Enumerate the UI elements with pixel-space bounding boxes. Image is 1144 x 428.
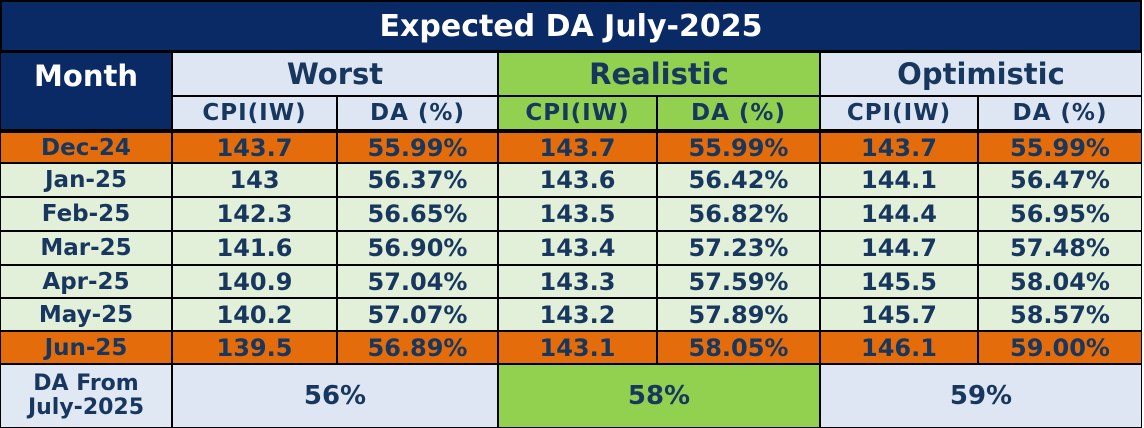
cpi-header: CPI(IW) bbox=[820, 96, 978, 130]
cpi-value: 143.7 bbox=[498, 130, 657, 163]
footer-label: DA From July-2025 bbox=[0, 364, 172, 428]
da-value: 55.99% bbox=[978, 130, 1142, 163]
da-header: DA (%) bbox=[978, 96, 1142, 130]
da-value: 55.99% bbox=[337, 130, 498, 163]
cpi-value: 143.7 bbox=[820, 130, 978, 163]
da-value: 58.57% bbox=[978, 298, 1142, 331]
da-header: DA (%) bbox=[337, 96, 498, 130]
cpi-value: 144.1 bbox=[820, 163, 978, 197]
cpi-value: 143.1 bbox=[498, 331, 657, 364]
cpi-value: 143 bbox=[172, 163, 337, 197]
cpi-value: 143.6 bbox=[498, 163, 657, 197]
cpi-value: 143.3 bbox=[498, 265, 657, 298]
scenario-header-realistic: Realistic bbox=[498, 52, 820, 96]
footer-label-line1: DA From bbox=[33, 370, 139, 396]
cpi-value: 145.7 bbox=[820, 298, 978, 331]
cpi-value: 143.7 bbox=[172, 130, 337, 163]
cpi-value: 145.5 bbox=[820, 265, 978, 298]
cpi-value: 144.4 bbox=[820, 197, 978, 231]
expected-da-optimistic: 59% bbox=[820, 364, 1142, 428]
scenario-header-worst: Worst bbox=[172, 52, 498, 96]
row-month: Jan-25 bbox=[0, 163, 172, 197]
footer-label-line2: July-2025 bbox=[27, 395, 145, 420]
da-value: 57.23% bbox=[657, 231, 820, 265]
cpi-value: 140.9 bbox=[172, 265, 337, 298]
table-title: Expected DA July-2025 bbox=[0, 0, 1142, 52]
month-header: Month bbox=[0, 52, 172, 130]
da-value: 57.48% bbox=[978, 231, 1142, 265]
da-value: 59.00% bbox=[978, 331, 1142, 364]
row-month: Jun-25 bbox=[0, 331, 172, 364]
da-value: 56.95% bbox=[978, 197, 1142, 231]
row-month: May-25 bbox=[0, 298, 172, 331]
cpi-value: 142.3 bbox=[172, 197, 337, 231]
scenario-header-optimistic: Optimistic bbox=[820, 52, 1142, 96]
da-value: 56.89% bbox=[337, 331, 498, 364]
da-value: 56.90% bbox=[337, 231, 498, 265]
cpi-value: 140.2 bbox=[172, 298, 337, 331]
da-value: 58.04% bbox=[978, 265, 1142, 298]
da-value: 56.47% bbox=[978, 163, 1142, 197]
da-value: 57.59% bbox=[657, 265, 820, 298]
da-value: 57.04% bbox=[337, 265, 498, 298]
da-value: 56.37% bbox=[337, 163, 498, 197]
da-value: 58.05% bbox=[657, 331, 820, 364]
da-value: 56.65% bbox=[337, 197, 498, 231]
cpi-value: 143.4 bbox=[498, 231, 657, 265]
cpi-value: 139.5 bbox=[172, 331, 337, 364]
cpi-header: CPI(IW) bbox=[498, 96, 657, 130]
cpi-value: 143.5 bbox=[498, 197, 657, 231]
cpi-value: 143.2 bbox=[498, 298, 657, 331]
cpi-value: 146.1 bbox=[820, 331, 978, 364]
cpi-header: CPI(IW) bbox=[172, 96, 337, 130]
da-value: 56.42% bbox=[657, 163, 820, 197]
expected-da-realistic: 58% bbox=[498, 364, 820, 428]
row-month: Dec-24 bbox=[0, 130, 172, 163]
da-value: 55.99% bbox=[657, 130, 820, 163]
da-value: 57.89% bbox=[657, 298, 820, 331]
da-header: DA (%) bbox=[657, 96, 820, 130]
expected-da-worst: 56% bbox=[172, 364, 498, 428]
row-month: Mar-25 bbox=[0, 231, 172, 265]
cpi-value: 141.6 bbox=[172, 231, 337, 265]
cpi-value: 144.7 bbox=[820, 231, 978, 265]
row-month: Apr-25 bbox=[0, 265, 172, 298]
da-value: 56.82% bbox=[657, 197, 820, 231]
da-value: 57.07% bbox=[337, 298, 498, 331]
row-month: Feb-25 bbox=[0, 197, 172, 231]
